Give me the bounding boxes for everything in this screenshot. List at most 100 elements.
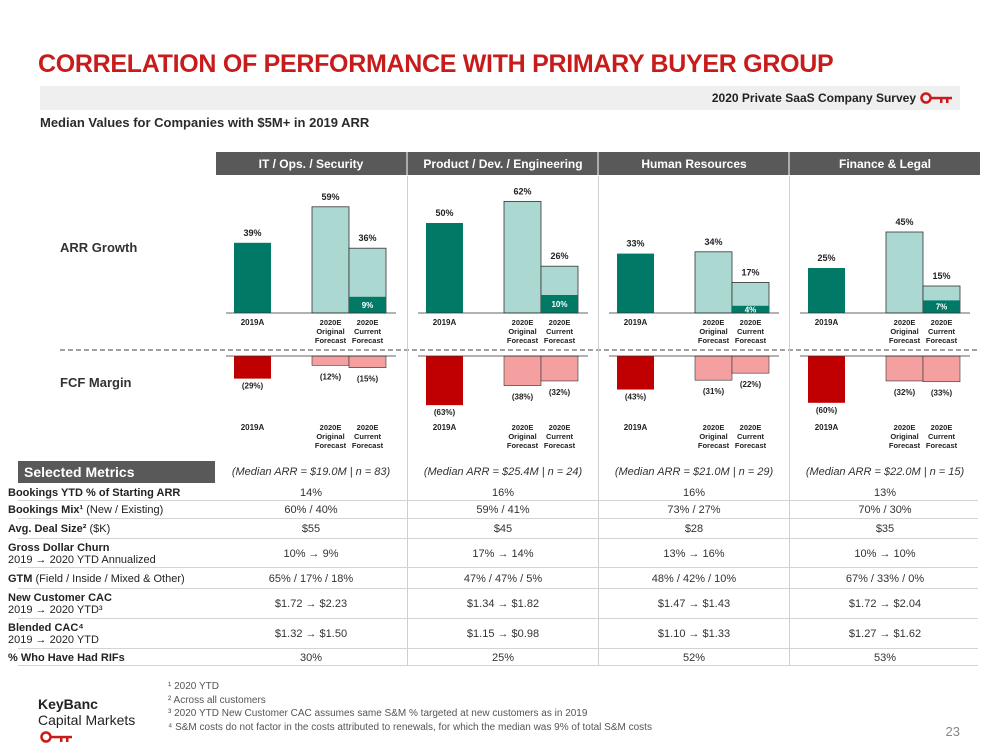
logo-text-keybanc: KeyBanc [38,696,98,712]
fcf-bar-current-forecast [731,355,770,374]
arr-bar-original-forecast [503,200,542,314]
metric-value: 67% / 33% / 0% [845,572,925,585]
fcf-x-label-2019a: 2019A [241,423,265,432]
fcf-x-label-current: 2020E [740,423,762,432]
fcf-data-label: (31%) [703,387,725,396]
metric-value: 10% → 9% [283,547,339,560]
metric-label-main: Blended CAC⁴ [8,622,84,634]
metrics-row [18,519,978,539]
metric-value: $1.72 → $2.04 [848,598,922,610]
metric-label: Avg. Deal Size² ($K) [8,523,110,535]
metric-value: $28 [684,523,704,535]
arr-bar-original-forecast [311,206,350,314]
survey-banner: 2020 Private SaaS Company Survey [40,86,960,110]
arr-data-label: 34% [704,237,722,247]
fcf-data-label: (38%) [512,393,534,402]
footnote: ⁴ S&M costs do not factor in the costs a… [168,721,652,733]
arr-x-label-2019a: 2019A [624,318,648,327]
metric-value: 16% [491,486,515,499]
metric-label: Bookings YTD % of Starting ARR [8,487,180,499]
metric-value: 13% [873,486,897,499]
metric-label-main: Bookings YTD % of Starting ARR [8,486,181,499]
fcf-bar-original-forecast [694,355,733,381]
fcf-x-label-current: Current [354,432,382,441]
fcf-data-label: (32%) [894,388,916,397]
arr-ytd-label: 7% [936,303,948,312]
fcf-bar-original-forecast [503,355,542,386]
survey-label: 2020 Private SaaS Company Survey [711,91,916,105]
metric-value: 17% → 14% [472,547,534,560]
footnote: ² Across all customers [168,694,266,706]
arr-data-label: 62% [513,186,531,196]
fcf-x-label-current: Forecast [544,441,576,450]
metrics-row [18,649,978,666]
row-label-fcf-margin: FCF Margin [60,375,132,390]
fcf-x-label-current: Current [928,432,956,441]
column-divider [407,176,408,665]
metric-value: 52% [682,651,706,664]
arr-x-label-current: Forecast [735,336,767,345]
arr-x-label-current: Forecast [544,336,576,345]
arr-x-label-current: 2020E [740,318,762,327]
metric-value: 14% [299,486,323,499]
arr-ytd-label: 4% [745,305,757,314]
metric-label: New Customer CAC 2019 → 2020 YTD³ [8,592,112,616]
fcf-bar-original-forecast [311,355,350,366]
fcf-x-label-original: 2020E [512,423,534,432]
arr-x-label-original: 2020E [703,318,725,327]
metrics-row [18,619,978,649]
fcf-x-label-original: 2020E [894,423,916,432]
arr-data-label: 50% [435,208,453,218]
fcf-bar-current-forecast [348,355,387,368]
fcf-bar-current-forecast [922,355,961,383]
metric-label-main: % Who Have Had RIFs [8,651,125,664]
fcf-x-label-current: Current [546,432,574,441]
fcf-x-label-original: Forecast [889,441,921,450]
fcf-x-label-original: 2020E [703,423,725,432]
metric-value: $1.32 → $1.50 [274,628,348,640]
arr-x-label-current: Current [354,327,382,336]
fcf-bar-2019a [808,356,845,403]
arr-data-label: 45% [895,217,913,227]
fcf-x-label-2019a: 2019A [433,423,457,432]
arr-bar-original-forecast [694,251,733,314]
group-header-label: Finance & Legal [839,157,931,171]
metric-label-main: New Customer CAC [8,592,112,604]
arr-bar-2019a [808,268,845,313]
fcf-x-label-original: Original [890,432,918,441]
median-arr-label: (Median ARR = $21.0M | n = 29) [614,466,774,478]
arr-x-label-original: 2020E [320,318,342,327]
arr-data-label: 17% [741,267,759,277]
fcf-bar-2019a [234,356,271,379]
fcf-x-label-original: Forecast [315,441,347,450]
metric-value: 53% [873,651,897,664]
arr-x-label-current: Current [737,327,765,336]
fcf-x-label-current: Forecast [352,441,384,450]
fcf-bar-2019a [617,356,654,390]
metric-label: GTM (Field / Inside / Mixed & Other) [8,573,185,585]
arr-x-label-original: 2020E [894,318,916,327]
metric-value: $1.10 → $1.33 [657,628,731,640]
arr-bar-2020-ytd [349,296,386,313]
fcf-x-label-original: Forecast [507,441,539,450]
fcf-data-label: (22%) [740,380,762,389]
metric-label: Gross Dollar Churn 2019 → 2020 YTD Annual… [8,542,156,566]
arr-x-label-2019a: 2019A [241,318,265,327]
column-divider [789,176,790,665]
fcf-x-label-current: Forecast [926,441,958,450]
selected-metrics-header: Selected Metrics [18,461,215,483]
arr-x-label-current: 2020E [357,318,379,327]
metric-label-main: Avg. Deal Size² [8,523,87,535]
arr-data-label: 59% [321,192,339,202]
fcf-x-label-2019a: 2019A [815,423,839,432]
arr-data-label: 33% [626,239,644,249]
arr-x-label-current: 2020E [549,318,571,327]
metric-value: $55 [301,523,321,535]
arr-x-label-original: Original [316,327,344,336]
arr-x-label-2019a: 2019A [433,318,457,327]
metric-value: 47% / 47% / 5% [463,572,543,585]
arr-x-label-current: Forecast [352,336,384,345]
metric-value: 13% → 16% [663,547,725,560]
footnote: ³ 2020 YTD New Customer CAC assumes same… [168,708,588,719]
arr-ytd-label: 10% [551,300,567,309]
